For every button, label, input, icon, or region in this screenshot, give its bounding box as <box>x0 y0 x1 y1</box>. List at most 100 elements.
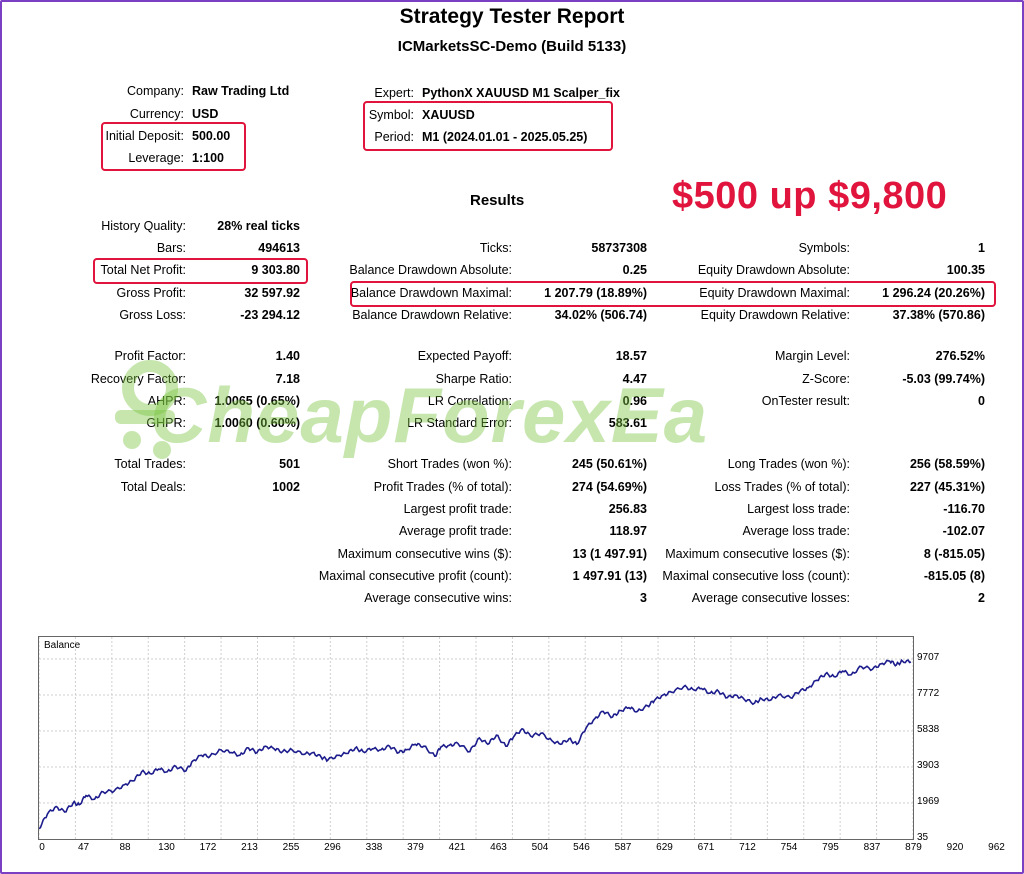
x-tick-label: 0 <box>39 842 45 853</box>
col3-value: -5.03 (99.74%) <box>902 372 985 386</box>
drawdown-highlight-box <box>350 281 996 307</box>
report-subtitle: ICMarketsSC-Demo (Build 5133) <box>397 38 627 55</box>
col2-label: Maximal consecutive profit (count): <box>318 569 512 583</box>
col2-value: 1 207.79 (18.89%) <box>544 286 647 300</box>
col3-label: Maximal consecutive loss (count): <box>662 569 850 583</box>
col3-value: 256 (58.59%) <box>909 457 985 471</box>
company-label: Company: <box>127 84 184 98</box>
col1-label: GHPR: <box>146 416 186 430</box>
col1-label: Total Net Profit: <box>100 263 186 277</box>
col1-label: Gross Loss: <box>119 308 186 322</box>
col3-label: Equity Drawdown Absolute: <box>697 263 850 277</box>
y-tick-label: 7772 <box>917 688 940 699</box>
col2-label: Balance Drawdown Maximal: <box>350 286 512 300</box>
col2-value: 4.47 <box>622 372 647 386</box>
col1-value: 28% real ticks <box>217 219 300 233</box>
deposit-label: Initial Deposit: <box>105 129 184 143</box>
x-tick-label: 338 <box>365 842 383 853</box>
col1-label: Profit Factor: <box>114 349 186 363</box>
col3-value: 2 <box>978 591 985 605</box>
col1-label: Total Deals: <box>120 480 186 494</box>
col2-value: 3 <box>640 591 647 605</box>
results-heading: Results <box>470 192 525 209</box>
x-tick-label: 379 <box>407 842 424 853</box>
col1-label: Bars: <box>156 241 186 255</box>
currency-label: Currency: <box>129 107 184 121</box>
x-tick-label: 754 <box>780 842 798 853</box>
col1-value: 1.0065 (0.65%) <box>214 394 300 408</box>
col3-value: 1 <box>978 241 985 255</box>
x-tick-label: 795 <box>822 842 839 853</box>
col3-value: 276.52% <box>935 349 985 363</box>
currency-value: USD <box>192 107 219 121</box>
deposit-highlight-box <box>101 122 246 171</box>
col1-value: 494613 <box>258 241 300 255</box>
chart-title: Balance <box>44 640 81 651</box>
x-tick-label: 671 <box>697 842 715 853</box>
x-tick-label: 130 <box>158 842 175 853</box>
deposit-value: 500.00 <box>192 129 231 143</box>
x-tick-label: 712 <box>739 842 756 853</box>
symbol-label: Symbol: <box>368 108 414 122</box>
col3-label: OnTester result: <box>761 394 850 408</box>
y-tick-label: 5838 <box>917 724 940 735</box>
y-tick-label: 1969 <box>917 796 940 807</box>
x-tick-label: 504 <box>531 842 549 853</box>
col3-label: Equity Drawdown Maximal: <box>699 286 850 300</box>
period-value: M1 (2024.01.01 - 2025.05.25) <box>422 130 588 144</box>
x-tick-label: 587 <box>614 842 632 853</box>
company-value: Raw Trading Ltd <box>192 84 290 98</box>
x-tick-label: 88 <box>119 842 131 853</box>
x-tick-label: 837 <box>863 842 881 853</box>
x-tick-label: 296 <box>324 842 341 853</box>
col2-label: LR Correlation: <box>427 394 512 408</box>
x-tick-label: 920 <box>946 842 964 853</box>
col2-label: Ticks: <box>479 241 512 255</box>
col3-value: 8 (-815.05) <box>923 547 985 561</box>
col2-label: Maximum consecutive wins ($): <box>337 547 512 561</box>
col1-value: 1002 <box>272 480 300 494</box>
symbol-highlight-box <box>363 101 613 151</box>
col1-value: 1.40 <box>275 349 300 363</box>
symbol-value: XAUUSD <box>422 108 475 122</box>
col2-value: 18.57 <box>615 349 647 363</box>
col1-value: 9 303.80 <box>251 263 300 277</box>
col3-label: Average loss trade: <box>742 524 850 538</box>
col3-value: 100.35 <box>946 263 985 277</box>
balance-series-line <box>38 658 912 830</box>
col2-label: Average consecutive wins: <box>364 591 512 605</box>
col2-value: 118.97 <box>609 524 647 538</box>
x-tick-label: 629 <box>656 842 673 853</box>
col3-label: Z-Score: <box>802 372 850 386</box>
col2-value: 583.61 <box>608 416 647 430</box>
col3-label: Loss Trades (% of total): <box>714 480 850 494</box>
col2-value: 1 497.91 (13) <box>572 569 647 583</box>
leverage-label: Leverage: <box>128 151 184 165</box>
x-tick-label: 47 <box>77 842 90 853</box>
x-tick-label: 421 <box>448 842 466 853</box>
expert-label: Expert: <box>374 86 414 100</box>
col1-value: 501 <box>279 457 300 471</box>
balance-chart <box>38 636 914 840</box>
col2-value: 274 (54.69%) <box>571 480 647 494</box>
x-tick-label: 255 <box>282 842 300 853</box>
col3-value: 37.38% (570.86) <box>892 308 985 322</box>
col2-label: Short Trades (won %): <box>387 457 512 471</box>
col2-label: Largest profit trade: <box>403 502 512 516</box>
x-tick-label: 213 <box>241 842 258 853</box>
col3-label: Long Trades (won %): <box>727 457 850 471</box>
col3-value: 227 (45.31%) <box>909 480 985 494</box>
col2-value: 0.96 <box>622 394 647 408</box>
col3-label: Equity Drawdown Relative: <box>700 308 850 322</box>
col1-value: -23 294.12 <box>240 308 300 322</box>
x-tick-label: 879 <box>905 842 922 853</box>
x-tick-label: 546 <box>573 842 590 853</box>
col2-value: 13 (1 497.91) <box>572 547 647 561</box>
col2-label: Average profit trade: <box>398 524 512 538</box>
y-tick-label: 9707 <box>917 652 940 663</box>
x-tick-label: 463 <box>490 842 507 853</box>
col3-label: Average consecutive losses: <box>691 591 850 605</box>
col2-label: Sharpe Ratio: <box>435 372 512 386</box>
col1-label: Total Trades: <box>114 457 186 471</box>
